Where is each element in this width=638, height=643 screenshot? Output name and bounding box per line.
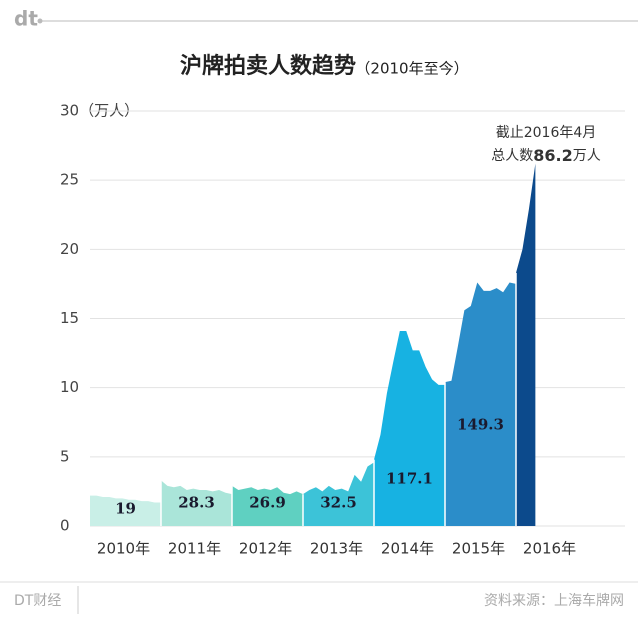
annotation: 总人数86.2万人 [491,146,600,165]
annotation-suffix: 万人 [573,148,601,164]
year-total-label: 28.3 [178,494,215,512]
x-tick-label: 2014年 [381,540,434,558]
x-tick-label: 2015年 [452,540,505,558]
x-tick-label: 2016年 [523,540,576,558]
year-total-label: 26.9 [249,494,286,512]
annotation-prefix: 总人数 [491,148,533,164]
chart-subtitle: （2010年至今） [355,60,468,78]
logo: dt [14,7,38,31]
area-segment [232,485,303,526]
area-segment [445,282,516,526]
y-tick-label: 0 [60,517,70,535]
year-total-label: 19 [115,500,136,518]
y-tick-label: 25 [60,171,79,189]
area-segment [90,495,161,526]
footer-brand: DT财经 [14,593,61,609]
y-tick-label: 5 [60,447,70,465]
x-tick-label: 2010年 [97,540,150,558]
x-tick-label: 2012年 [239,540,292,558]
y-tick-label: 10 [60,378,79,396]
annotation-value: 86.2 [533,146,572,165]
area-segment [374,330,445,526]
area-segment [303,462,374,526]
year-total-label: 117.1 [386,470,433,488]
y-tick-label: 15 [60,309,79,327]
year-total-label: 149.3 [457,415,504,433]
footer-source: 资料来源：上海车牌网 [484,592,624,609]
annotation: 截止2016年4月 [496,125,597,141]
chart-title: 沪牌拍卖人数趋势 [180,53,356,79]
area-segment [516,163,536,527]
y-tick-label: 20 [60,240,79,258]
rule-dot [37,18,43,24]
x-tick-label: 2011年 [168,540,221,558]
area-segment [161,480,232,526]
x-tick-label: 2013年 [310,540,363,558]
year-total-label: 32.5 [320,494,357,512]
